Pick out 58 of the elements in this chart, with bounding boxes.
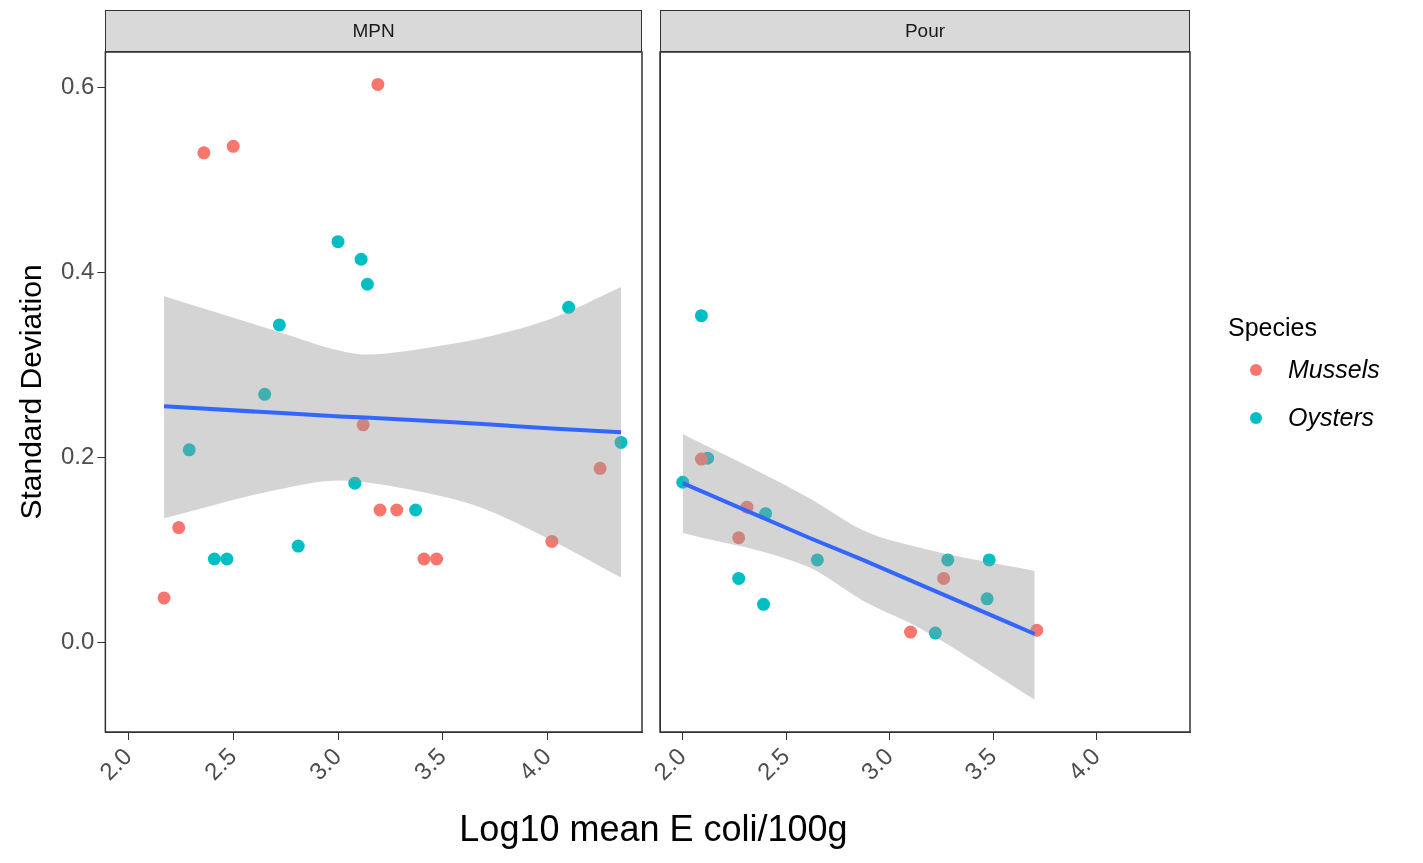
point (937, 571, 951, 585)
x-tick-label: 3.5 (958, 742, 1002, 786)
point (417, 552, 431, 566)
chart-title: Pour (660, 10, 1190, 52)
point (732, 531, 746, 545)
x-tick-label: 4.0 (1062, 742, 1106, 786)
legend-title: Species (1228, 312, 1318, 342)
x-tick-label: 2.0 (648, 742, 691, 786)
x-tick-label: 4.0 (513, 742, 556, 786)
point (157, 591, 171, 605)
point (258, 387, 272, 401)
point (371, 77, 385, 91)
point (980, 592, 994, 606)
x-tick-label: 2.5 (751, 742, 795, 786)
point (291, 539, 305, 553)
point (694, 309, 708, 323)
point (356, 418, 370, 432)
point (982, 553, 996, 567)
point (562, 300, 576, 314)
legend-label: Oysters (1288, 403, 1375, 433)
y-tick-label: 0.2 (60, 441, 95, 469)
x-axis-title: Log10 mean E coli/100g (458, 808, 849, 850)
x-tick-label: 3.5 (408, 742, 452, 786)
point (757, 597, 771, 611)
y-tick-label: 0.6 (60, 71, 95, 99)
point (360, 277, 374, 291)
point (272, 318, 286, 332)
point (928, 626, 942, 640)
x-tick-label: 2.5 (198, 742, 242, 786)
point (226, 139, 240, 153)
point (354, 252, 368, 266)
point (430, 552, 444, 566)
point (694, 452, 708, 466)
point (220, 552, 234, 566)
point (348, 476, 362, 490)
x-tick-label: 3.0 (303, 742, 347, 786)
chart-title: MPN (105, 10, 642, 52)
point (732, 571, 746, 585)
point (390, 503, 404, 517)
y-tick-label: 0.0 (60, 626, 95, 654)
point (904, 625, 918, 639)
point (614, 435, 628, 449)
x-tick-label: 2.0 (93, 742, 137, 786)
legend-label: Mussels (1288, 355, 1380, 385)
point (207, 552, 221, 566)
y-axis-title: Standard Deviation (13, 264, 48, 520)
point (373, 503, 387, 517)
point (941, 553, 955, 567)
point (545, 534, 559, 548)
point (197, 146, 211, 160)
point (331, 235, 345, 249)
x-tick-label: 3.0 (855, 742, 899, 786)
point (172, 521, 186, 535)
y-tick-label: 0.4 (60, 256, 95, 284)
point (182, 443, 196, 457)
point (593, 461, 607, 475)
point (810, 553, 824, 567)
point (409, 503, 423, 517)
